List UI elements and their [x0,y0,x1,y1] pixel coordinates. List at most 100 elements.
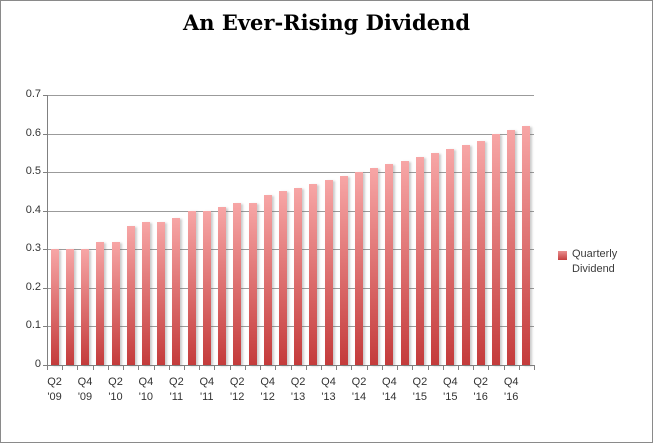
bar [263,195,272,365]
y-axis-label: 0 [34,358,41,370]
bar [50,249,59,365]
y-axis-tick [43,249,47,250]
x-axis-label: Q4'12 [260,376,276,403]
x-axis-label: Q4'15 [442,376,458,403]
y-axis-tick [43,211,47,212]
legend-label-line2: Dividend [572,263,615,275]
x-axis-label: Q2'14 [351,376,367,403]
gridline [47,172,534,173]
x-axis-tick [351,365,353,370]
bar [81,249,89,365]
x-axis-tick [107,365,109,370]
x-axis-tick [229,365,231,370]
x-axis-tick [427,365,429,370]
y-axis-label: 0.3 [25,242,41,254]
legend-label: Quarterly Dividend [572,247,617,277]
x-axis-label: Q2'16 [473,376,489,403]
y-axis-label: 0.5 [25,165,41,177]
x-axis-tick [336,365,338,370]
x-axis-tick [518,365,520,370]
y-axis-tick [43,172,47,173]
x-axis-label: Q2'12 [229,376,245,403]
y-axis-label: 0.2 [25,281,41,293]
x-axis-tick [275,365,277,370]
bar [446,149,455,365]
x-axis-label: Q2'15 [412,376,428,403]
bar [431,152,440,365]
x-axis-tick [290,365,292,370]
x-axis-tick [123,365,125,370]
x-axis-tick [488,365,490,370]
bar [141,222,150,365]
bar [339,176,348,365]
bar [278,191,287,365]
bar [187,210,196,365]
y-axis-label: 0.7 [25,88,41,100]
bar [400,160,409,365]
x-axis-tick [442,365,444,370]
bar [248,203,257,365]
bar [461,145,470,365]
bar [294,187,303,365]
x-axis-tick [244,365,246,370]
x-axis-tick [153,365,155,370]
y-axis-line [47,95,48,365]
y-axis-tick [43,95,47,96]
bar [476,141,485,365]
x-axis-label: Q4'10 [138,376,154,403]
bar [385,164,394,365]
bar [218,206,226,365]
bar [172,218,181,365]
x-axis-tick [305,365,307,370]
bar [522,125,531,365]
bar [309,183,318,365]
legend-swatch-icon [558,251,567,260]
x-axis-label: Q4'16 [503,376,519,403]
x-axis-tick [168,365,170,370]
y-axis-tick [43,365,47,366]
gridline [47,326,534,327]
bar [492,133,500,365]
bar [111,241,120,365]
chart-title: An Ever-Rising Dividend [182,10,471,35]
x-axis-label: Q4'09 [77,376,93,403]
x-axis-label: Q2'10 [108,376,123,403]
x-axis-tick [473,365,475,370]
x-axis-tick [412,365,414,370]
x-axis-label: Q4'11 [199,376,215,403]
y-axis-tick [43,288,47,289]
bar [507,129,516,365]
x-axis-tick [77,365,79,370]
x-axis-label: Q4'13 [321,376,336,403]
y-axis-label: 0.1 [25,319,41,331]
gridline [47,95,534,96]
x-axis-tick [381,365,383,370]
x-axis-tick [534,365,535,370]
legend-label-line1: Quarterly [572,248,618,260]
bar [370,168,379,365]
x-axis-tick [199,365,201,370]
x-axis-tick [397,365,398,370]
bar [157,222,166,365]
x-axis-tick [47,365,48,370]
x-axis-tick [503,365,505,370]
bar [415,156,424,365]
bar [355,172,363,365]
y-axis-label: 0.4 [25,204,41,216]
x-axis-tick [92,365,94,370]
x-axis-tick [138,365,140,370]
bar [96,241,105,365]
gridline [47,249,534,250]
bar [233,203,242,365]
x-axis-tick [366,365,368,370]
x-axis-label: Q4'14 [382,376,397,403]
bar [126,226,135,365]
bar [324,179,333,365]
gridline [47,288,534,289]
x-axis-tick [260,365,262,370]
y-axis-label: 0.6 [25,127,41,139]
x-axis-tick [214,365,216,370]
y-axis-tick [43,326,47,327]
x-axis-tick [320,365,322,370]
